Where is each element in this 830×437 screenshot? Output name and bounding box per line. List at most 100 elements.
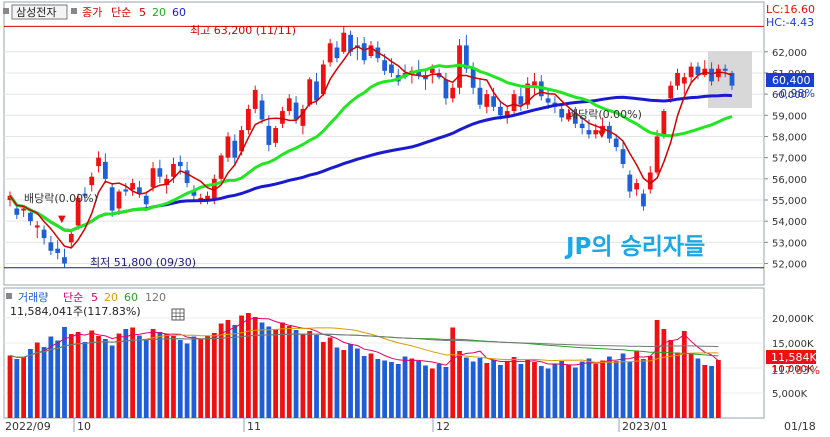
current-volume-tag [766, 350, 816, 364]
volume-bar [375, 359, 381, 418]
volume-bar [634, 350, 640, 418]
volume-bar [600, 360, 605, 418]
volume-bar [191, 336, 197, 418]
volume-bar [137, 335, 142, 418]
candle-body [382, 60, 388, 71]
volume-bar [518, 364, 524, 418]
candle-body [286, 98, 292, 112]
ma-period-20: 20 [152, 6, 166, 19]
ma-label: 단순 [111, 6, 131, 19]
volume-bar [211, 333, 217, 418]
volume-bar [21, 357, 27, 418]
dividend-marker-1: 배당락(0.00%) [24, 192, 98, 205]
candle-body [266, 125, 272, 145]
candle-body [389, 64, 394, 73]
volume-bar [7, 355, 13, 418]
candle-body [334, 47, 340, 59]
candle-body [280, 111, 285, 124]
volume-bar [627, 361, 633, 418]
price-tick-label: 55,000 [772, 196, 807, 207]
volume-bar [675, 352, 680, 418]
candle-body [320, 64, 326, 95]
volume-bar [239, 315, 244, 418]
candle-body [130, 183, 135, 190]
candle-body [729, 72, 735, 86]
volume-bar [334, 347, 340, 418]
legend-swatch-2 [71, 8, 77, 14]
x-label-10: 10 [77, 420, 91, 433]
ma5-line [9, 45, 733, 249]
volume-bar [409, 358, 415, 418]
volume-bar [702, 365, 708, 418]
candle-body [463, 45, 469, 69]
candle-body [559, 108, 565, 118]
x-label-2023-01: 2023/01 [622, 420, 668, 433]
stock-name[interactable]: 삼성전자 [16, 6, 56, 19]
price-tick-label: 58,000 [772, 132, 807, 143]
volume-bar [96, 336, 101, 418]
volume-ma-label: 단순 [63, 291, 83, 304]
dividend-marker-2: 배당락(0.00%) [568, 108, 642, 121]
volume-bar [429, 368, 435, 418]
candle-body [62, 257, 67, 264]
hc-value: HC:-4.43 [766, 16, 814, 29]
candle-body [157, 168, 163, 177]
candle-body [307, 79, 313, 105]
price-panel-frame [3, 1, 765, 286]
candle-body [150, 168, 156, 188]
price-tick-label: 62,000 [772, 48, 807, 59]
volume-bar [28, 349, 33, 418]
calendar-icon[interactable] [171, 308, 185, 321]
volume-bar [354, 348, 360, 418]
volume-bar [177, 340, 183, 418]
volume-bar [423, 365, 428, 418]
candle-body [368, 45, 374, 56]
volume-bar [314, 335, 319, 418]
volume-bar [484, 363, 490, 418]
volume-tick-label: 5,000K [772, 389, 808, 400]
candle-body [525, 83, 531, 105]
volume-bar [504, 361, 510, 418]
current-price: 60,400 [772, 74, 811, 87]
volume-bar [620, 353, 626, 418]
volume-bar [525, 359, 531, 418]
candle-body [21, 208, 27, 211]
candle-body [715, 68, 721, 78]
price-tick-label: 53,000 [772, 238, 807, 249]
candle-body [477, 87, 483, 105]
volume-tick-label: 20,000K [772, 314, 814, 325]
volume-bar [443, 367, 449, 418]
volume-bar [566, 364, 571, 418]
price-tick-label: 54,000 [772, 217, 807, 228]
volume-bar [300, 334, 306, 418]
candle-body [41, 229, 47, 239]
volume-bar [130, 327, 135, 418]
candle-body [593, 130, 599, 135]
candle-body [443, 79, 449, 99]
x-label-01-18: 01/18 [784, 420, 816, 433]
dividend-arrow-1: ▼ [58, 214, 66, 225]
candle-body [613, 138, 619, 148]
volume-bar [34, 342, 40, 418]
volume-bar [457, 351, 462, 418]
current-price-tag [766, 73, 814, 87]
volume-bar [286, 326, 292, 418]
high-annotation: 최고 63,200 (11/11) [190, 24, 296, 37]
volume-bars [7, 313, 721, 418]
candle-body [647, 172, 653, 190]
low-annotation: 최저 51,800 (09/30) [90, 256, 196, 269]
volume-bar [579, 361, 585, 418]
stock-name-box[interactable] [11, 4, 68, 20]
volume-bar [232, 325, 238, 418]
volume-bar [532, 362, 537, 418]
volume-bar [164, 334, 170, 418]
volume-ma-120: 120 [145, 291, 166, 304]
candle-body [688, 66, 694, 78]
volume-bar [41, 347, 47, 418]
moving-average-lines [8, 45, 733, 249]
candle-body [75, 197, 81, 226]
candle-body [579, 123, 585, 128]
volume-bar [661, 329, 667, 418]
volume-legend-swatch [6, 293, 12, 299]
